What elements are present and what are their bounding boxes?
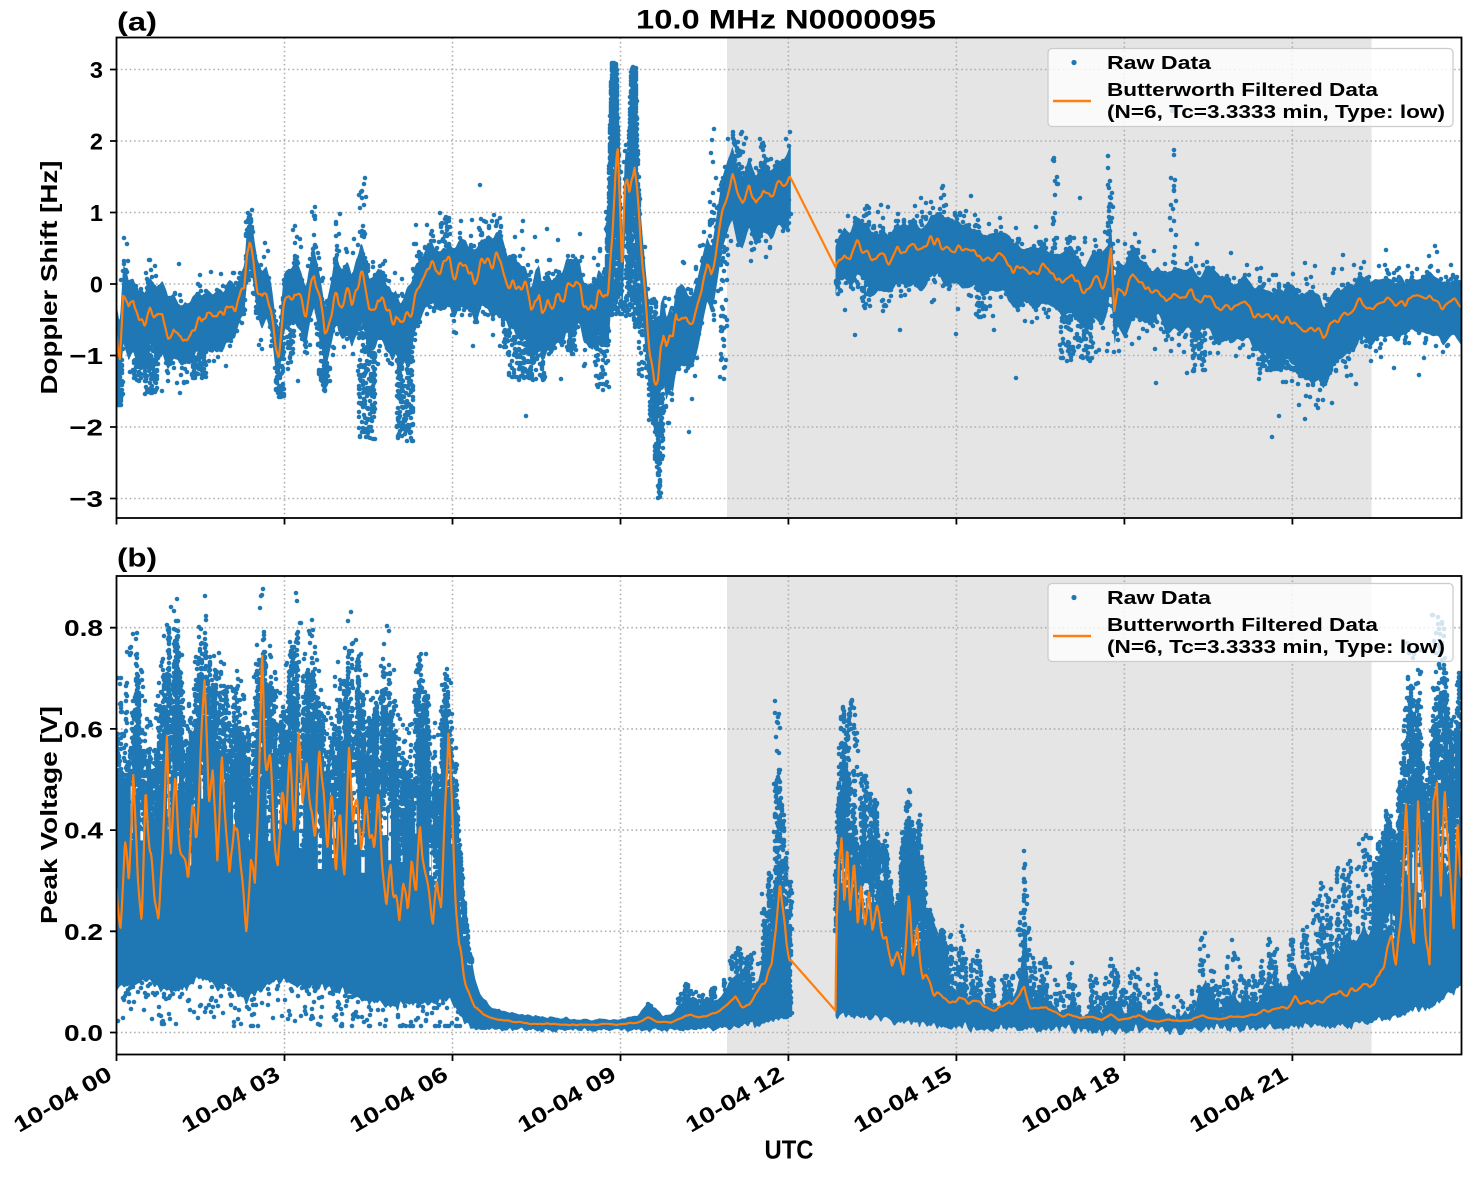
svg-text:0.4: 0.4 <box>64 818 103 844</box>
svg-text:0: 0 <box>90 272 103 298</box>
svg-text:Peak Voltage [V]: Peak Voltage [V] <box>36 706 62 924</box>
svg-text:Butterworth Filtered Data: Butterworth Filtered Data <box>1107 79 1379 100</box>
svg-text:(N=6, Tc=3.3333 min, Type: low: (N=6, Tc=3.3333 min, Type: low) <box>1107 636 1445 657</box>
svg-text:10.0 MHz N0000095: 10.0 MHz N0000095 <box>636 5 936 35</box>
svg-text:Doppler Shift [Hz]: Doppler Shift [Hz] <box>36 161 62 395</box>
svg-text:(a): (a) <box>117 7 157 37</box>
svg-text:2: 2 <box>90 129 103 155</box>
svg-text:0.2: 0.2 <box>64 919 103 945</box>
svg-text:(N=6, Tc=3.3333 min, Type: low: (N=6, Tc=3.3333 min, Type: low) <box>1107 101 1445 122</box>
svg-text:−3: −3 <box>69 486 103 512</box>
svg-text:−1: −1 <box>69 343 103 369</box>
svg-text:3: 3 <box>90 57 103 83</box>
svg-text:UTC: UTC <box>765 1137 814 1165</box>
svg-text:(b): (b) <box>117 543 157 573</box>
svg-text:Butterworth Filtered Data: Butterworth Filtered Data <box>1107 614 1379 635</box>
svg-text:1: 1 <box>90 200 103 226</box>
svg-text:Raw Data: Raw Data <box>1107 52 1212 73</box>
svg-text:0.0: 0.0 <box>64 1020 103 1046</box>
svg-text:0.6: 0.6 <box>64 716 103 742</box>
svg-text:Raw Data: Raw Data <box>1107 587 1212 608</box>
svg-text:−2: −2 <box>69 415 103 441</box>
svg-text:0.8: 0.8 <box>64 615 103 641</box>
